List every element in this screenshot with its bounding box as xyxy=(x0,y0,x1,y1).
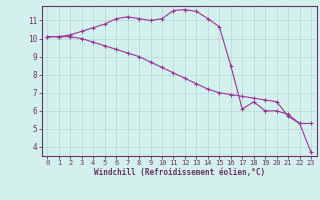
X-axis label: Windchill (Refroidissement éolien,°C): Windchill (Refroidissement éolien,°C) xyxy=(94,168,265,177)
